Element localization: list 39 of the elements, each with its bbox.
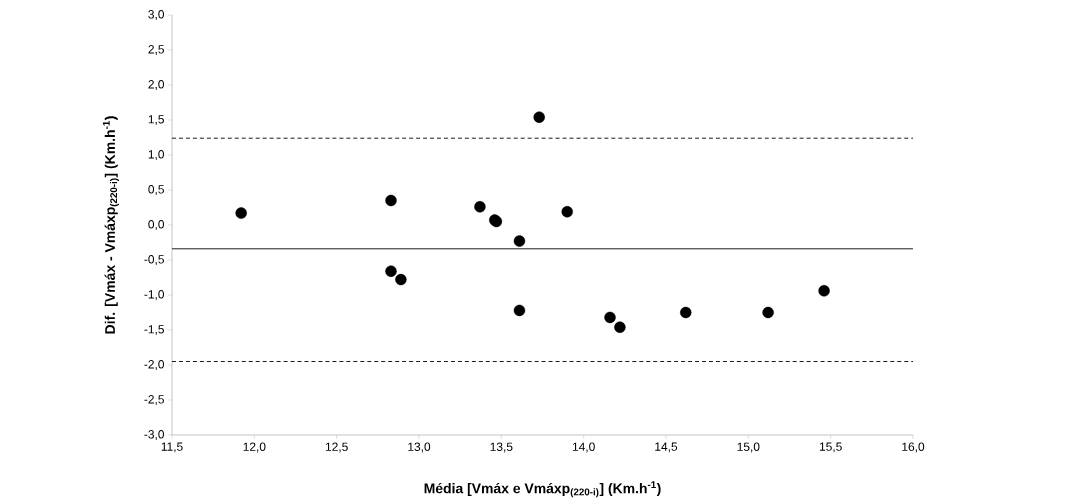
point: [385, 265, 397, 277]
x-tick-label: 15,5: [819, 442, 842, 453]
y-tick-label: -1,5: [144, 325, 164, 335]
point: [513, 304, 526, 317]
x-tick-label: 15,0: [737, 442, 760, 453]
point: [474, 201, 486, 213]
point: [762, 306, 774, 319]
x-tick-label: 14,5: [655, 442, 678, 453]
y-tick-label: 1,0: [148, 150, 165, 160]
point: [235, 207, 247, 219]
y-tick-label: 2,0: [148, 80, 165, 90]
point: [513, 235, 526, 247]
point: [680, 306, 692, 319]
y-axis-title: Dif. [Vmáx - Vmáxp$_{(220-i)}$] (Km.h$^{-1}$): [102, 116, 120, 334]
x-tick-label: 12,5: [325, 442, 348, 453]
y-tick-label: 0,5: [148, 185, 164, 195]
y-tick-label: -0,5: [144, 255, 164, 265]
y-tick-label: 1,5: [148, 115, 164, 125]
y-tick-label: -1,0: [144, 290, 165, 300]
y-tick-label: -3,0: [144, 430, 165, 440]
point: [604, 311, 616, 324]
x-tick-label: 13,5: [490, 442, 513, 453]
y-tick-label: -2,0: [144, 360, 165, 370]
point: [533, 111, 545, 123]
y-tick-label: 2,5: [148, 45, 164, 55]
x-tick-label: 12,0: [243, 442, 266, 453]
x-tick-label: 13,0: [408, 442, 431, 453]
x-tick-label: 11,5: [161, 442, 183, 453]
point: [561, 206, 573, 218]
y-tick-label: 0,0: [148, 220, 165, 230]
y-tick-label: 3,0: [148, 10, 165, 20]
point: [395, 273, 407, 286]
point: [385, 194, 397, 207]
point: [614, 321, 626, 333]
x-tick-label: 16,0: [902, 442, 925, 453]
y-tick-label: -2,5: [144, 395, 164, 405]
x-tick-label: 14,0: [572, 442, 595, 453]
point: [818, 285, 830, 297]
x-axis-title: Média [Vmáx e Vmáxp$_{(220-i)}$] (Km.h$^{-1}$): [424, 481, 661, 498]
